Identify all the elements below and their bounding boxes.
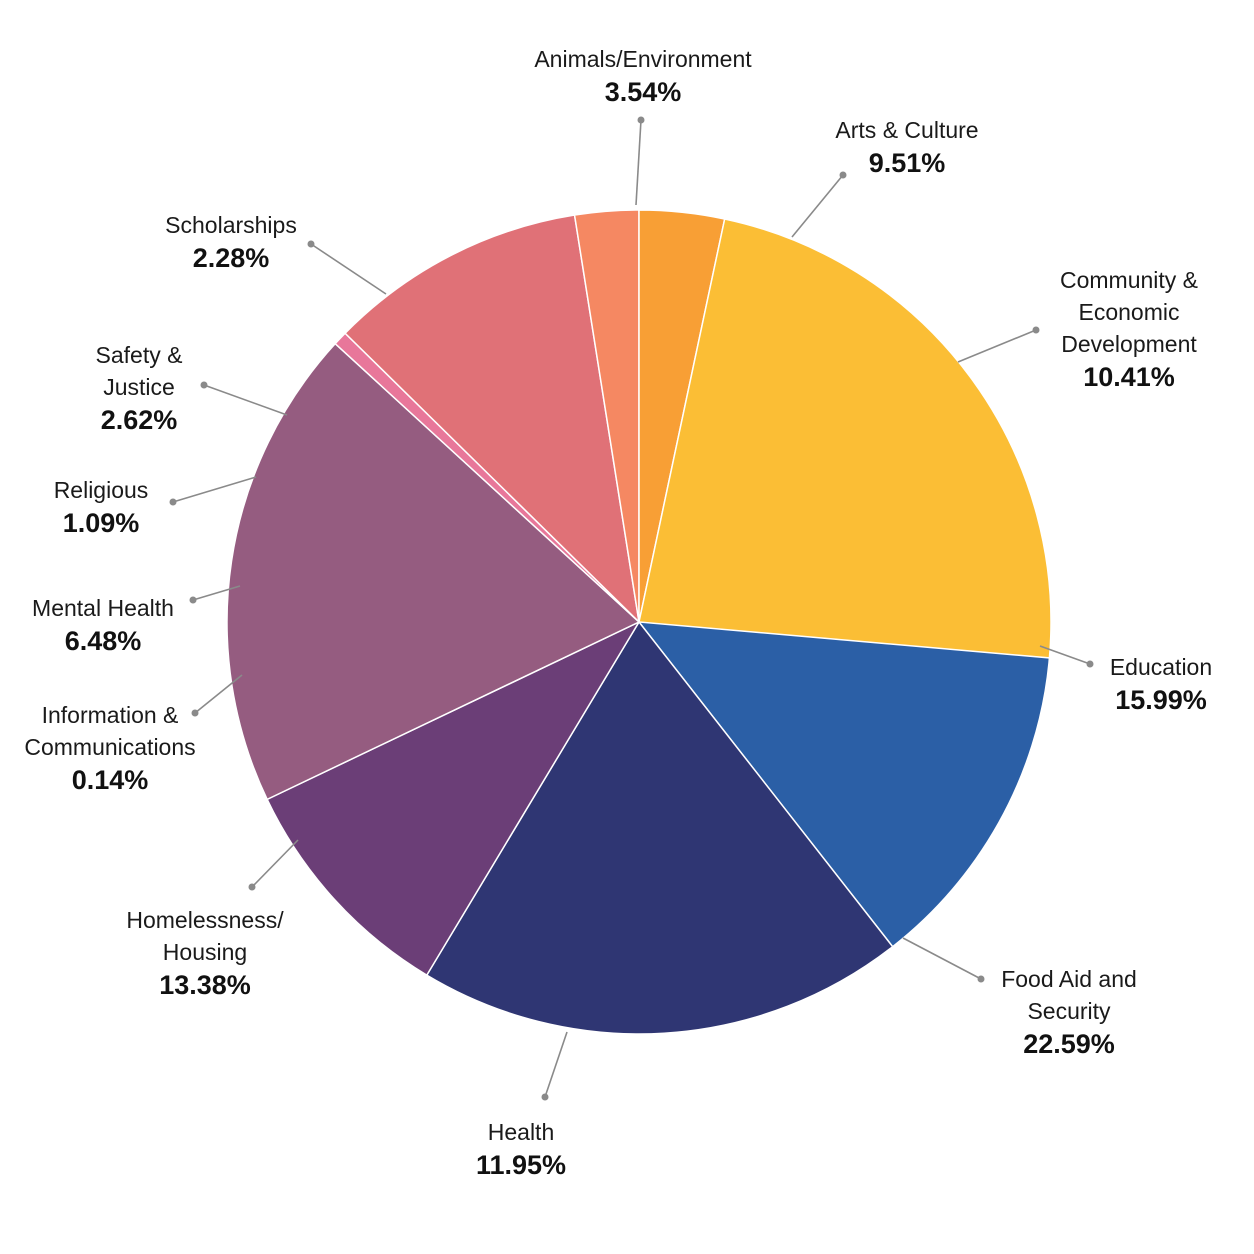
leader-dot	[541, 1093, 549, 1101]
leader-dot	[191, 709, 199, 717]
slice-category-label: Security	[1027, 998, 1111, 1024]
leader-line	[902, 937, 982, 980]
leader-line	[1039, 645, 1091, 665]
leader-line	[194, 674, 243, 714]
leader-dot	[248, 883, 256, 891]
slice-label: Community & Economic Development 10.41%	[1060, 267, 1198, 392]
slice-label: Health 11.95%	[476, 1119, 566, 1180]
slice-percent-label: 11.95%	[476, 1150, 566, 1180]
slice-category-label: Religious	[54, 477, 149, 503]
pie-slice-homelessness-housing	[226, 342, 641, 801]
slice-percent-label: 2.62%	[101, 405, 178, 435]
slice-category-label: Community &	[1060, 267, 1198, 293]
slice-category-label: Education	[1110, 654, 1212, 680]
leader-line	[791, 174, 844, 238]
leader-dot	[200, 381, 208, 389]
slice-percent-label: 3.54%	[605, 77, 682, 107]
pie-slices	[226, 209, 1052, 1035]
leader-line	[544, 1031, 568, 1098]
leader-dot	[977, 975, 985, 983]
leader-line	[192, 585, 241, 601]
slice-percent-label: 2.28%	[193, 243, 270, 273]
pie-slice-scholarships	[638, 218, 1052, 659]
leader-dot	[169, 498, 177, 506]
slice-category-label: Communications	[24, 734, 195, 760]
leader-dot	[1086, 660, 1094, 668]
slice-category-label: Safety &	[96, 342, 183, 368]
slice-category-label: Arts & Culture	[835, 117, 978, 143]
slice-percent-label: 9.51%	[869, 148, 946, 178]
leader-line	[957, 329, 1037, 363]
slice-category-label: Economic	[1079, 299, 1180, 325]
slice-label: Food Aid and Security 22.59%	[1001, 966, 1137, 1059]
slice-label: Religious 1.09%	[54, 477, 149, 538]
leader-dot	[637, 116, 645, 124]
slice-percent-label: 15.99%	[1115, 685, 1207, 715]
pie-slice-food-aid-and-security	[425, 620, 894, 1035]
slice-label: Mental Health 6.48%	[32, 595, 174, 656]
slice-percent-label: 0.14%	[72, 765, 149, 795]
slice-category-label: Justice	[103, 374, 175, 400]
leader-line	[251, 839, 299, 888]
slice-category-label: Development	[1061, 331, 1197, 357]
leader-lines	[169, 116, 1094, 1101]
pie-slice-mental-health	[344, 214, 641, 625]
slice-percent-label: 1.09%	[63, 508, 140, 538]
slice-percent-label: 10.41%	[1083, 362, 1175, 392]
slice-labels: Animals/Environment 3.54% Arts & Culture 9.…	[24, 46, 1212, 1180]
slice-label: Education 15.99%	[1110, 654, 1212, 715]
leader-line	[172, 476, 257, 503]
leader-dot	[1032, 326, 1040, 334]
slice-percent-label: 6.48%	[65, 626, 142, 656]
slice-percent-label: 22.59%	[1023, 1029, 1115, 1059]
slice-label: Animals/Environment 3.54%	[534, 46, 752, 107]
slice-label: Scholarships 2.28%	[165, 212, 297, 273]
slice-category-label: Animals/Environment	[534, 46, 752, 72]
leader-line	[203, 384, 288, 416]
leader-line	[635, 119, 642, 206]
slice-label: Arts & Culture 9.51%	[835, 117, 978, 178]
slice-category-label: Housing	[163, 939, 247, 965]
leader-dot	[189, 596, 197, 604]
slice-category-label: Health	[488, 1119, 554, 1145]
slice-category-label: Homelessness/	[126, 907, 284, 933]
pie-slice-health	[266, 620, 641, 977]
slice-label: Safety & Justice 2.62%	[96, 342, 183, 435]
slice-label: Information & Communications 0.14%	[24, 702, 195, 795]
leader-line	[310, 243, 387, 295]
slice-label: Homelessness/Housing 13.38%	[126, 907, 284, 1000]
leader-dot	[839, 171, 847, 179]
leader-dot	[307, 240, 315, 248]
slice-category-label: Food Aid and	[1001, 966, 1137, 992]
slice-category-label: Scholarships	[165, 212, 297, 238]
slice-category-label: Information &	[42, 702, 179, 728]
slice-percent-label: 13.38%	[159, 970, 251, 1000]
slice-category-label: Mental Health	[32, 595, 174, 621]
